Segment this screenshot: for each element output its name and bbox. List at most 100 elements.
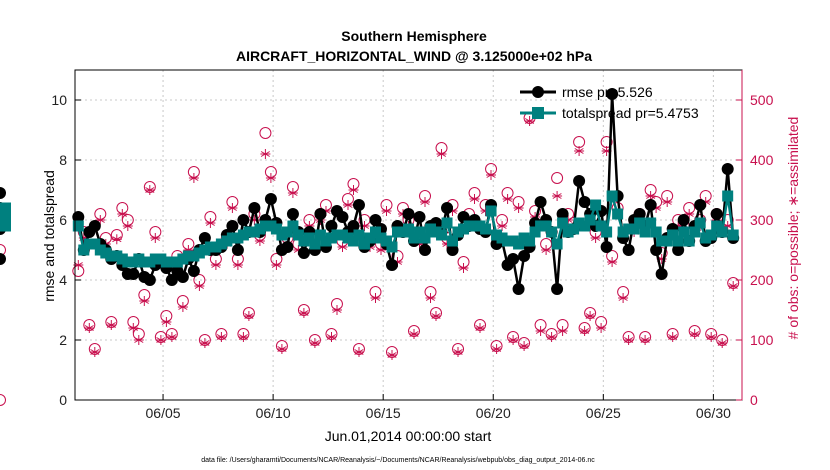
rmse-point (237, 214, 250, 226)
spread-point (100, 247, 112, 259)
obs-assimilated-point (552, 191, 563, 201)
rmse-point (512, 283, 525, 295)
rmse-point (402, 208, 415, 220)
rmse-point (710, 208, 723, 220)
obs-assimilated-point (150, 233, 161, 243)
spread-point (331, 229, 343, 241)
obs-assimilated-point (205, 218, 216, 228)
spread-point (562, 226, 574, 238)
spread-point (166, 256, 178, 268)
obs-assimilated-point (392, 257, 403, 267)
obs-assimilated-point (458, 263, 469, 273)
obs-assimilated-point (254, 236, 265, 246)
data-file-footer: data file: /Users/gharamti/Documents/NCA… (201, 457, 595, 464)
obs-assimilated-point (183, 245, 194, 255)
spread-point (287, 220, 299, 232)
spread-point (188, 250, 200, 262)
obs-assimilated-point (321, 206, 331, 216)
spread-point (430, 226, 442, 238)
obs-assimilated-point (337, 242, 348, 252)
obs-assimilated-point (304, 221, 315, 231)
spread-point (419, 232, 431, 244)
obs-assimilated-point (689, 329, 700, 339)
rmse-point (518, 250, 531, 262)
obs-assimilated-point (117, 209, 128, 219)
spread-point (727, 229, 739, 241)
spread-point (138, 256, 150, 268)
rmse-point (551, 283, 564, 295)
spread-point (447, 235, 459, 247)
obs-assimilated-point (607, 257, 618, 267)
spread-point (325, 232, 337, 244)
rmse-point (385, 259, 398, 271)
rmse-point (314, 208, 327, 220)
spread-point (155, 253, 167, 265)
x-tick-label: 06/25 (586, 405, 621, 421)
obs-assimilated-point (662, 197, 673, 207)
spread-point (480, 223, 492, 235)
y2-tick-label: 400 (750, 152, 774, 168)
obs-assimilated-point (309, 338, 320, 348)
spread-point (270, 223, 282, 235)
x-axis-label: Jun.01,2014 00:00:00 start (325, 428, 492, 444)
obs-assimilated-point (656, 254, 667, 264)
obs-assimilated-point (596, 323, 607, 333)
rmse-point (0, 187, 6, 199)
spread-point (254, 223, 266, 235)
obs-assimilated-point (210, 260, 221, 270)
spread-point (94, 244, 106, 256)
rmse-point (578, 196, 591, 208)
spread-point (369, 226, 381, 238)
spread-point (551, 238, 563, 250)
rmse-point (441, 202, 454, 214)
rmse-point (281, 241, 294, 253)
y-tick-label: 2 (59, 332, 67, 348)
y-tick-label: 0 (59, 392, 67, 408)
rmse-point (336, 211, 349, 223)
spread-point (485, 205, 497, 217)
spread-point (391, 226, 403, 238)
obs-assimilated-point (667, 332, 678, 342)
spread-point (105, 250, 117, 262)
obs-possible-point (551, 172, 564, 184)
spread-point (474, 220, 486, 232)
x-tick-label: 06/05 (146, 405, 181, 421)
x-tick-label: 06/15 (366, 405, 401, 421)
obs-assimilated-point (144, 185, 155, 195)
obs-assimilated-point (706, 332, 717, 342)
obs-assimilated-point (502, 194, 513, 204)
spread-point (540, 220, 552, 232)
rmse-point (721, 163, 734, 175)
obs-assimilated-point (722, 221, 733, 231)
spread-point (111, 250, 123, 262)
obs-assimilated-point (78, 233, 89, 243)
spread-point (518, 232, 530, 244)
obs-assimilated-point (271, 260, 282, 270)
spread-point (573, 217, 585, 229)
chart-subtitle: AIRCRAFT_HORIZONTAL_WIND @ 3.125000e+02 … (236, 48, 592, 64)
obs-assimilated-point (106, 320, 117, 330)
rmse-point (198, 232, 211, 244)
spread-point (232, 232, 244, 244)
rmse-point (88, 220, 101, 232)
obs-assimilated-point (161, 317, 172, 327)
spread-point (298, 235, 310, 247)
obs-assimilated-point (453, 347, 463, 357)
obs-assimilated-point (381, 206, 392, 216)
spread-point (634, 217, 646, 229)
spread-point (639, 226, 651, 238)
legend: rmse pr=5.526 totalspread pr=5.4753 (520, 84, 699, 121)
obs-assimilated-point (111, 234, 122, 245)
rmse-point (165, 274, 178, 286)
obs-assimilated-point (651, 203, 662, 213)
spread-point (705, 229, 717, 241)
spread-point (243, 226, 255, 238)
spread-point (595, 220, 607, 232)
rmse-point (650, 244, 663, 256)
y2-tick-label: 300 (750, 212, 774, 228)
obs-assimilated-point (354, 347, 364, 357)
spread-point (458, 223, 470, 235)
spread-point (507, 235, 519, 247)
